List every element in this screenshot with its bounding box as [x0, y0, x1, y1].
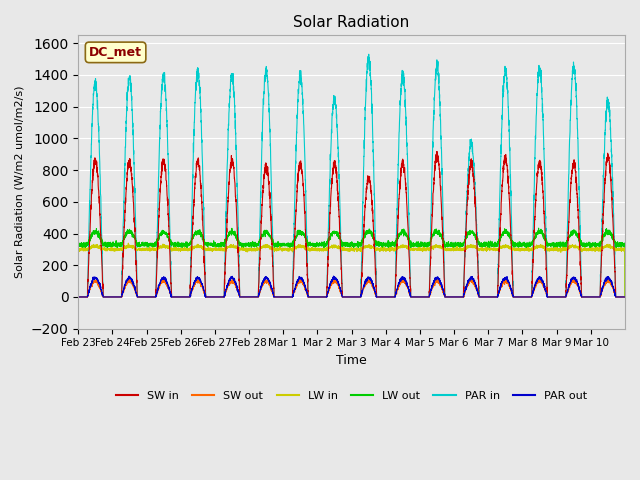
Text: DC_met: DC_met	[89, 46, 142, 59]
X-axis label: Time: Time	[336, 354, 367, 367]
Y-axis label: Solar Radiation (W/m2 umol/m2/s): Solar Radiation (W/m2 umol/m2/s)	[15, 86, 25, 278]
Legend: SW in, SW out, LW in, LW out, PAR in, PAR out: SW in, SW out, LW in, LW out, PAR in, PA…	[111, 386, 592, 405]
Title: Solar Radiation: Solar Radiation	[294, 15, 410, 30]
